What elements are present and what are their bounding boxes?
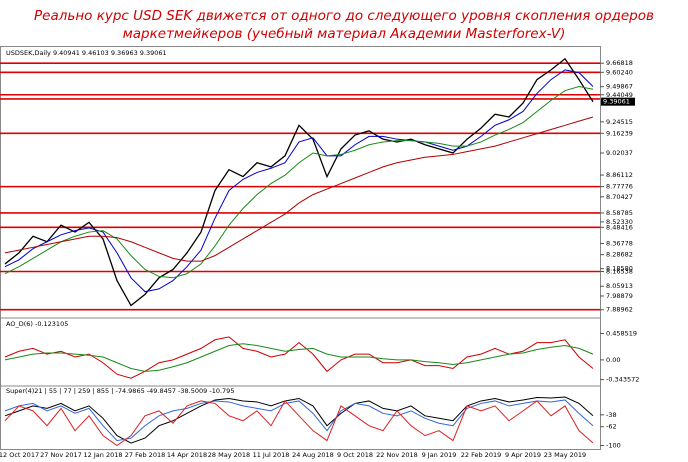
frame <box>0 46 601 450</box>
panel-header: USDSEK,Daily 9.40941 9.46103 9.36963 9.3… <box>6 49 167 57</box>
series-line <box>4 69 594 293</box>
y-tick-label: 8.48416 <box>606 223 633 231</box>
last-price-box <box>601 97 635 106</box>
series-line <box>4 85 594 279</box>
y-tick-label: 9.02037 <box>606 149 633 157</box>
x-tick-label: 24 Aug 2018 <box>292 451 334 459</box>
y-tick-label: 7.88962 <box>606 306 633 314</box>
x-tick-label: 9 Apr 2019 <box>505 451 541 459</box>
y-tick-label: 9.66818 <box>606 59 633 67</box>
x-tick-label: 12 Oct 2017 <box>0 451 39 459</box>
series-line <box>4 400 594 447</box>
y-tick-label: 8.18580 <box>606 265 633 273</box>
x-tick-label: 22 Nov 2018 <box>376 451 418 459</box>
x-tick-label: 9 Oct 2018 <box>337 451 373 459</box>
y-tick-label: -62 <box>606 423 617 431</box>
y-tick-label: 8.77776 <box>606 183 633 191</box>
y-tick-label: 9.24515 <box>606 118 633 126</box>
y-tick-label: 0.00 <box>606 356 620 364</box>
y-tick-label: 8.05913 <box>606 282 633 290</box>
x-tick-label: 12 Jan 2018 <box>84 451 123 459</box>
y-tick-label: 9.44049 <box>606 91 633 99</box>
series-line <box>4 343 594 372</box>
last-price-label: 9.39061 <box>603 98 630 106</box>
x-tick-label: 9 Jan 2019 <box>422 451 457 459</box>
x-tick-label: 22 Feb 2019 <box>461 451 501 459</box>
x-tick-label: 27 Nov 2017 <box>40 451 82 459</box>
y-tick-label: 8.58785 <box>606 209 633 217</box>
x-tick-label: 23 May 2019 <box>544 451 586 459</box>
y-tick-label: -100 <box>606 442 621 450</box>
y-tick-label: -0.343572 <box>606 376 639 384</box>
series-line <box>4 336 594 379</box>
y-tick-label: 8.86112 <box>606 171 633 179</box>
x-tick-label: 14 Apr 2018 <box>167 451 207 459</box>
y-tick-label: -38 <box>606 411 617 419</box>
y-tick-label: 8.36778 <box>606 239 633 247</box>
y-tick-label: 7.98879 <box>606 292 633 300</box>
y-tick-label: 9.60240 <box>606 68 633 76</box>
x-tick-label: 11 Jul 2018 <box>253 451 290 459</box>
y-tick-label: 8.52330 <box>606 218 633 226</box>
y-tick-label: 0.458519 <box>606 330 637 338</box>
y-tick-label: 8.28682 <box>606 251 633 259</box>
panel-header: Super(4)21 | 55 | 77 | 259 | 855 | -74.9… <box>6 387 234 395</box>
series-line <box>4 57 594 307</box>
series-line <box>4 396 594 444</box>
x-tick-label: 28 May 2018 <box>208 451 250 459</box>
y-tick-label: 9.49867 <box>606 83 633 91</box>
chart-title: Реально курс USD SEK движется от одного … <box>34 8 654 24</box>
y-tick-label: 9.16239 <box>606 129 633 137</box>
y-tick-label: 8.16538 <box>606 268 633 276</box>
x-tick-label: 27 Feb 2018 <box>125 451 165 459</box>
panel-header: AO_D(6) -0.123105 <box>6 320 68 328</box>
chart-title: маркетмейкеров (учебный материал Академи… <box>123 26 566 42</box>
y-tick-label: 8.70427 <box>606 193 633 201</box>
series-line <box>4 399 594 442</box>
series-line <box>4 116 594 262</box>
